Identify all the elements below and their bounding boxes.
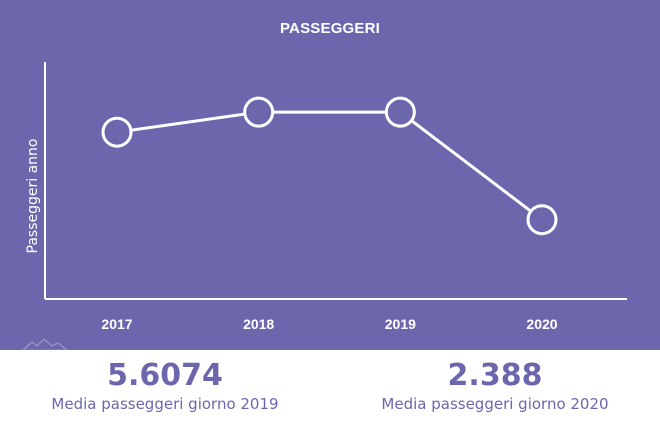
data-point-2017	[101, 116, 133, 148]
x-tick-labels: 2017 2018 2019 2020	[101, 316, 557, 332]
stat-label: Media passeggeri giorno 2020	[381, 395, 609, 413]
x-tick-label-2019: 2019	[385, 316, 416, 332]
data-point-2019	[384, 96, 416, 128]
series-line	[116, 110, 543, 221]
stat-2020: 2.388 Media passeggeri giorno 2020	[350, 358, 640, 414]
stat-value: 2.388	[447, 358, 543, 393]
x-tick-label-2020: 2020	[526, 316, 557, 332]
x-tick-label-2017: 2017	[101, 316, 132, 332]
x-tick-label-2018: 2018	[243, 316, 274, 332]
chart-panel: PASSEGGERI 2017 2018 2019 2020 Passeggeri a…	[0, 0, 660, 351]
stat-value: 5.6074	[107, 358, 223, 393]
data-point-2018	[243, 96, 275, 128]
chart-title: PASSEGGERI	[279, 20, 381, 37]
stat-label: Media passeggeri giorno 2019	[51, 395, 279, 413]
line-chart: 2017 2018 2019 2020	[44, 62, 627, 332]
stats-strip: 5.6074 Media passeggeri giorno 2019 2.38…	[0, 350, 660, 423]
stat-2019: 5.6074 Media passeggeri giorno 2019	[20, 358, 310, 414]
y-axis-label: Passeggeri anno	[25, 138, 41, 254]
data-points	[101, 96, 558, 236]
data-point-2020	[526, 204, 558, 236]
